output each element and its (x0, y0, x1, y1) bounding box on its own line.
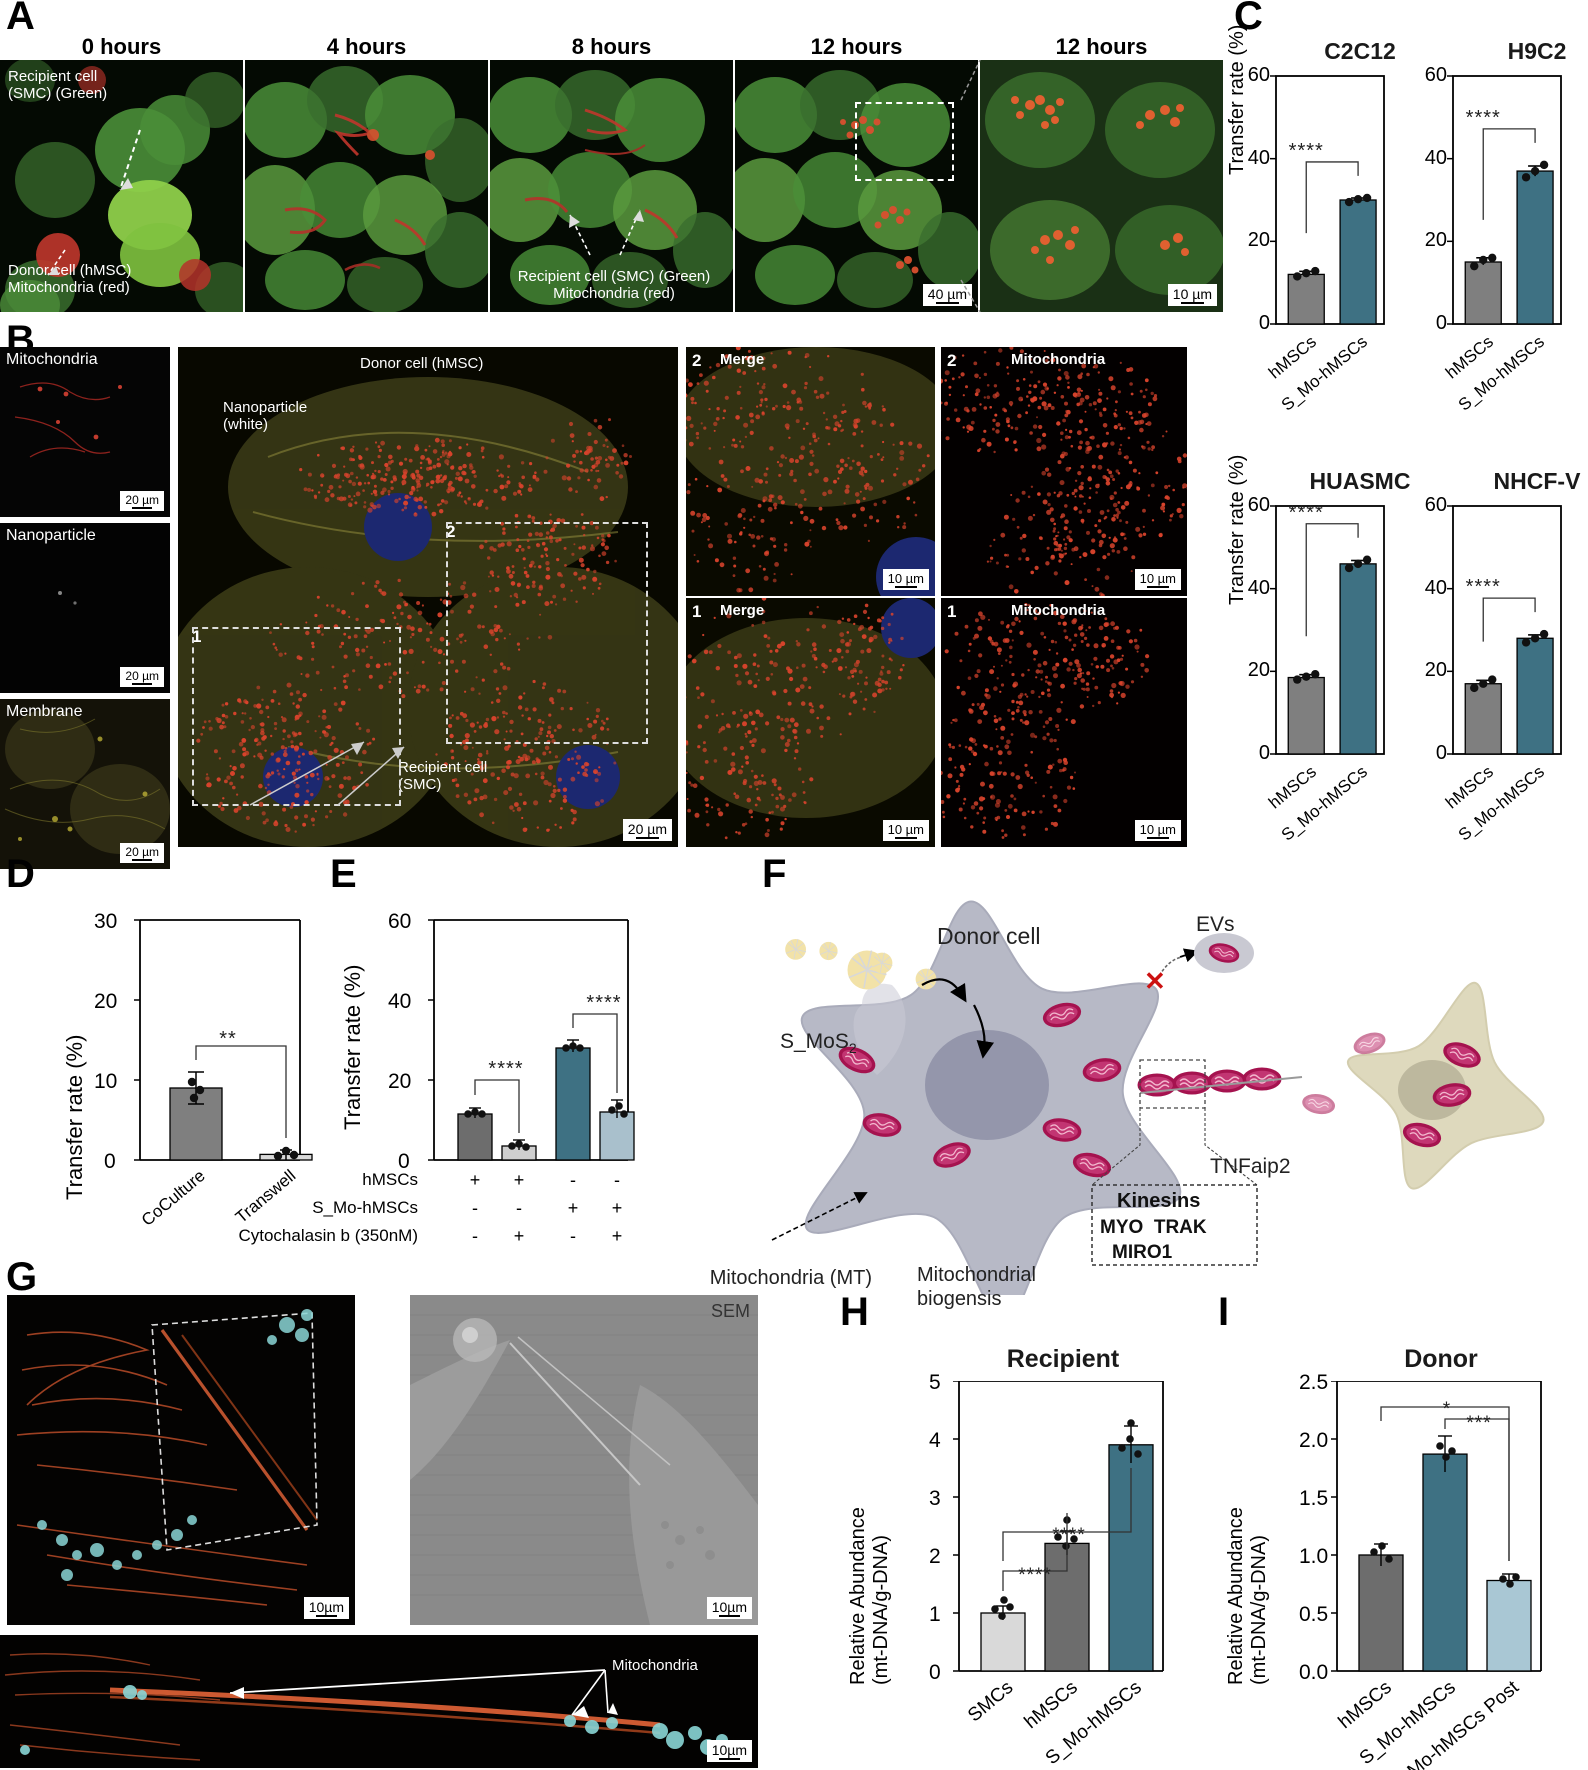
svg-text:✕: ✕ (1144, 966, 1166, 996)
